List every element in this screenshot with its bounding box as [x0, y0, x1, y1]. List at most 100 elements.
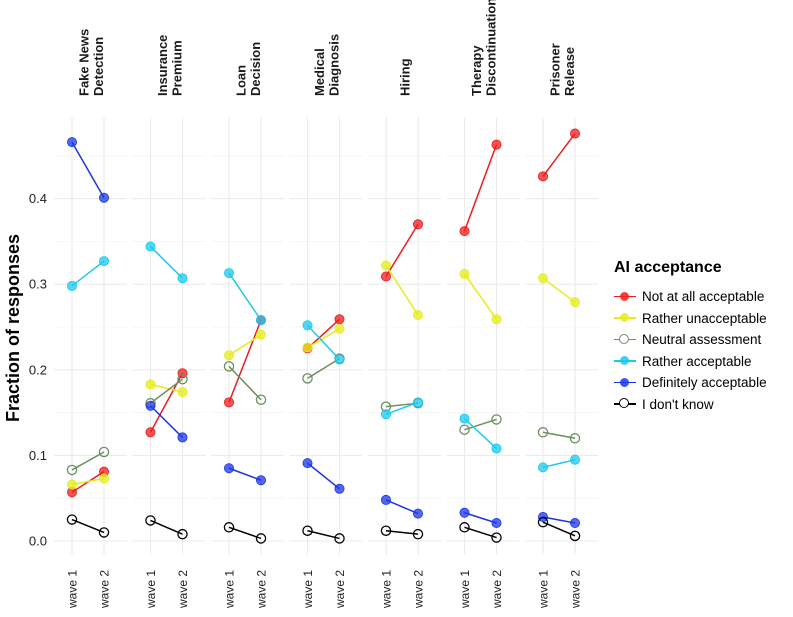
- data-point: [302, 342, 313, 353]
- legend-key-marker: [620, 313, 629, 323]
- legend-item: Not at all acceptable: [614, 286, 767, 308]
- series-line: [464, 526, 497, 539]
- series-line: [150, 383, 183, 393]
- series-line: [228, 526, 262, 540]
- data-point: [491, 532, 502, 543]
- series-line: [149, 405, 184, 438]
- series-line: [385, 499, 419, 515]
- data-point: [255, 394, 267, 406]
- series-line: [542, 458, 576, 469]
- legend-label: I don't know: [642, 396, 714, 412]
- legend-key-marker: [620, 356, 629, 366]
- series-line: [71, 260, 105, 287]
- series-line: [306, 324, 341, 361]
- legend-key: [614, 289, 636, 305]
- legend-item: Neutral assessment: [614, 329, 767, 351]
- data-point: [412, 528, 424, 540]
- data-point: [334, 533, 345, 544]
- panel-title: Premium: [169, 40, 184, 96]
- legend-items: Not at all acceptable Rather unacceptable…: [614, 286, 767, 415]
- series-line: [464, 512, 497, 524]
- legend-item: Rather unacceptable: [614, 308, 767, 330]
- data-point: [67, 280, 78, 291]
- data-point: [255, 315, 266, 326]
- series-line: [71, 141, 105, 199]
- data-point: [570, 128, 581, 139]
- legend-key-marker: [619, 333, 629, 344]
- data-point: [302, 458, 313, 469]
- y-tick-label: 0.0: [29, 534, 47, 549]
- x-tick-label: wave 1: [66, 570, 80, 609]
- data-point: [177, 373, 188, 385]
- series-line: [71, 451, 105, 471]
- legend-key: [614, 375, 636, 391]
- data-point: [334, 323, 345, 334]
- data-point: [145, 427, 156, 438]
- legend-key: [614, 332, 636, 348]
- data-point: [459, 522, 470, 533]
- legend-key: [614, 353, 636, 369]
- data-point: [99, 256, 110, 267]
- panel-title: Insurance: [155, 35, 170, 96]
- data-point: [66, 464, 78, 476]
- data-point: [570, 518, 581, 529]
- data-point: [538, 462, 549, 473]
- data-point: [569, 530, 581, 542]
- data-point: [223, 268, 234, 279]
- data-point: [302, 373, 313, 384]
- data-point: [412, 310, 423, 321]
- data-point: [459, 424, 470, 435]
- series-line: [228, 319, 262, 403]
- series-line: [150, 378, 183, 404]
- data-point: [334, 314, 345, 325]
- data-point: [177, 273, 188, 284]
- series-line: [149, 246, 184, 279]
- x-tick-label: wave 1: [301, 570, 315, 609]
- legend: AI acceptance Not at all acceptable Rathe…: [614, 259, 767, 415]
- data-point: [67, 137, 78, 148]
- data-point: [380, 525, 392, 536]
- x-tick-label: wave 2: [412, 570, 426, 609]
- series-line: [542, 277, 576, 303]
- data-point: [570, 297, 581, 308]
- data-point: [255, 329, 266, 340]
- legend-label: Definitely acceptable: [642, 375, 767, 391]
- data-point: [177, 387, 188, 398]
- data-point: [412, 397, 423, 408]
- series-line: [385, 529, 419, 535]
- panel-title: Loan: [233, 65, 248, 96]
- x-tick-label: wave 2: [255, 570, 269, 609]
- data-point: [569, 433, 581, 444]
- data-point: [223, 463, 234, 474]
- data-point: [538, 273, 549, 284]
- data-point: [334, 354, 345, 365]
- x-tick-label: wave 1: [223, 570, 237, 609]
- series-line: [463, 418, 498, 450]
- data-point: [145, 515, 156, 526]
- data-point: [223, 350, 234, 361]
- legend-key: [614, 396, 636, 412]
- series-line: [228, 365, 262, 401]
- panel-title: Therapy: [469, 45, 484, 96]
- data-point: [537, 427, 549, 438]
- data-point: [67, 479, 78, 490]
- data-point: [459, 268, 470, 279]
- series-line: [228, 467, 262, 481]
- series-line: [542, 133, 576, 177]
- data-point: [491, 139, 502, 150]
- data-point: [223, 361, 235, 372]
- x-tick-label: wave 2: [490, 570, 504, 609]
- legend-label: Neutral assessment: [642, 332, 762, 348]
- data-point: [302, 525, 313, 536]
- panel-title: Hiring: [398, 58, 413, 96]
- data-point: [380, 409, 391, 420]
- legend-key-marker: [619, 398, 629, 409]
- y-tick-label: 0.3: [29, 277, 47, 292]
- y-tick-label: 0.1: [29, 448, 47, 463]
- data-point: [380, 494, 391, 505]
- data-point: [334, 483, 345, 494]
- data-point: [302, 320, 313, 331]
- panel-title: Decision: [248, 42, 263, 96]
- legend-key-marker: [620, 377, 629, 387]
